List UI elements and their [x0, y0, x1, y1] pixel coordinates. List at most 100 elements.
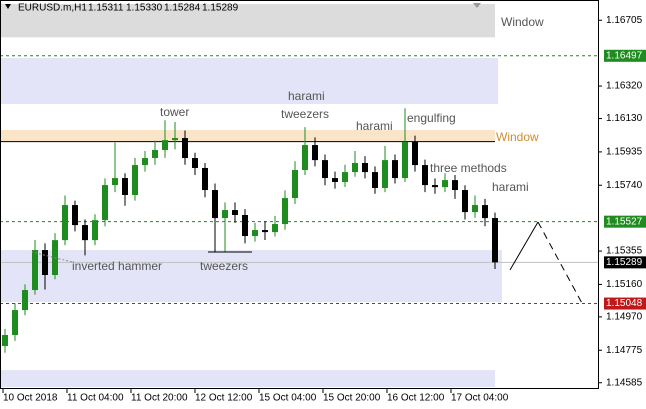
annotation: tower	[160, 105, 189, 119]
x-tick-label: 15 Oct 04:00	[259, 393, 317, 404]
candle-body	[82, 225, 88, 241]
candle-body	[12, 310, 18, 336]
zone	[0, 250, 502, 303]
candle-body	[372, 172, 378, 188]
y-tick-label: 1.14775	[606, 345, 643, 356]
candle-body	[282, 198, 288, 225]
candle-body	[252, 230, 258, 237]
x-tick-label: 11 Oct 04:00	[67, 393, 124, 404]
levels	[0, 55, 598, 305]
candle-body	[162, 140, 168, 151]
zone	[0, 58, 498, 105]
symbol: EURUSD.m,H1	[18, 3, 87, 14]
dropdown-icon[interactable]	[5, 4, 11, 9]
header-high: 1.15330	[126, 3, 163, 14]
zone	[0, 130, 495, 142]
candle-body	[482, 205, 488, 219]
candle-body	[332, 178, 338, 182]
candle-body	[342, 172, 348, 182]
y-tick-label: 1.16320	[606, 81, 643, 92]
zone	[0, 370, 495, 387]
annotation: tweezers	[281, 107, 329, 121]
y-tick-label: 1.15935	[606, 147, 643, 158]
shift-marker	[473, 3, 481, 8]
x-tick-label: 10 Oct 2018	[3, 393, 58, 404]
annotation: inverted hammer	[72, 259, 162, 273]
candle-body	[62, 205, 68, 241]
candle-body	[152, 150, 158, 159]
candle-body	[272, 224, 278, 233]
plot-frame	[0, 0, 599, 389]
candle-body	[302, 145, 308, 171]
projection-up	[509, 221, 539, 271]
annotation: Window	[501, 15, 544, 29]
candle-body	[352, 163, 358, 173]
candle-body	[72, 205, 78, 226]
price-label: 1.15048	[606, 298, 643, 309]
zones	[0, 4, 502, 387]
candle-body	[292, 170, 298, 199]
candle-body	[212, 190, 218, 219]
projection-down	[537, 221, 584, 306]
candle-body	[22, 290, 28, 311]
y-tick-label: 1.14585	[606, 377, 643, 388]
candle-body	[182, 138, 188, 159]
x-tick-label: 16 Oct 12:00	[387, 393, 445, 404]
candle-body	[382, 160, 388, 188]
pointer	[31, 251, 73, 263]
candle-body	[492, 218, 498, 263]
annotation: harami	[356, 119, 393, 133]
candle-body	[222, 210, 228, 219]
candle-body	[122, 178, 128, 195]
header-open: 1.15311	[88, 3, 124, 14]
candle-body	[312, 145, 318, 161]
candle-body	[42, 250, 48, 276]
y-tick-label: 1.15740	[606, 180, 643, 191]
y-tick-label: 1.14970	[606, 312, 643, 323]
candle-body	[132, 165, 138, 195]
annotation: Window	[496, 130, 539, 144]
annotation: three methods	[430, 161, 507, 175]
price-label-bg	[604, 297, 646, 310]
annotation: harami	[492, 180, 529, 194]
price-label: 1.15289	[606, 257, 643, 268]
x-tick-label: 11 Oct 20:00	[131, 393, 188, 404]
candle-body	[402, 141, 408, 179]
x-tick-label: 15 Oct 20:00	[323, 393, 381, 404]
candle-body	[412, 141, 418, 166]
candle-body	[452, 180, 458, 191]
candle-body	[392, 160, 398, 179]
y-tick-label: 1.16130	[606, 113, 643, 124]
candle-body	[192, 158, 198, 168]
candle-body	[172, 138, 178, 141]
price-label-bg	[604, 215, 646, 228]
candle-body	[322, 160, 328, 179]
annotation: harami	[288, 89, 325, 103]
candle-body	[242, 214, 248, 237]
candle-body	[442, 180, 448, 188]
price-label-bg	[604, 256, 646, 269]
annotation: engulfing	[407, 111, 456, 125]
price-label: 1.15527	[606, 216, 643, 227]
y-tick-label: 1.15355	[606, 246, 643, 257]
candle-body	[2, 335, 8, 346]
candle-body	[432, 185, 438, 188]
candle-body	[102, 185, 108, 221]
y-tick-label: 1.16705	[606, 15, 643, 26]
candle-body	[32, 250, 38, 291]
price-label: 1.16497	[606, 50, 643, 61]
candle-body	[232, 210, 238, 215]
candle-body	[462, 190, 468, 213]
candle-body	[362, 163, 368, 173]
candle-body	[142, 158, 148, 166]
candle-body	[92, 220, 98, 241]
candles	[2, 108, 498, 353]
annotation: tweezers	[200, 259, 248, 273]
y-tick-label: 1.15160	[606, 279, 643, 290]
candle-body	[202, 167, 208, 191]
price-label-bg	[604, 49, 646, 62]
candle-body	[112, 178, 118, 186]
x-tick-label: 17 Oct 04:00	[451, 393, 509, 404]
